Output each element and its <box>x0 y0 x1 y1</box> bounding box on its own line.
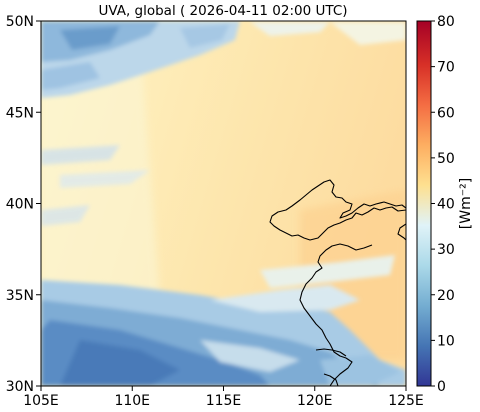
lat-tick-label: 40N <box>6 197 34 213</box>
colorbar-tick-label: 0 <box>437 379 446 395</box>
lat-tick-label: 35N <box>6 288 34 304</box>
lon-tick-label: 105E <box>23 393 59 409</box>
lon-tick-label: 110E <box>114 393 150 409</box>
colorbar-ticks: 0 10 20 30 40 50 60 70 80 <box>431 14 455 395</box>
colorbar-tick-label: 10 <box>437 333 455 349</box>
colorbar-tick-label: 80 <box>437 14 455 30</box>
coastline <box>269 179 406 386</box>
colorbar-tick-label: 40 <box>437 197 455 213</box>
colorbar: 0 10 20 30 40 50 60 70 80 [Wm⁻²] <box>416 14 474 395</box>
colorbar-tick-label: 70 <box>437 60 455 76</box>
lat-tick-label: 50N <box>6 14 34 30</box>
colorbar-gradient <box>416 20 432 387</box>
lon-axis: 105E 110E 115E 120E 125E <box>23 386 424 409</box>
colorbar-label: [Wm⁻²] <box>458 178 474 229</box>
colorbar-tick-label: 30 <box>437 242 455 258</box>
uva-field <box>41 21 406 386</box>
lon-tick-label: 120E <box>297 393 333 409</box>
lon-tick-label: 125E <box>388 393 424 409</box>
lat-axis: 30N 35N 40N 45N 50N <box>6 14 41 395</box>
lat-tick-label: 45N <box>6 106 34 122</box>
map-title: UVA, global ( 2026-04-11 02:00 UTC) <box>98 3 347 19</box>
colorbar-tick-label: 60 <box>437 105 455 121</box>
colorbar-tick-label: 20 <box>437 288 455 304</box>
lat-tick-label: 30N <box>6 379 34 395</box>
lon-tick-label: 115E <box>206 393 242 409</box>
colorbar-tick-label: 50 <box>437 151 455 167</box>
